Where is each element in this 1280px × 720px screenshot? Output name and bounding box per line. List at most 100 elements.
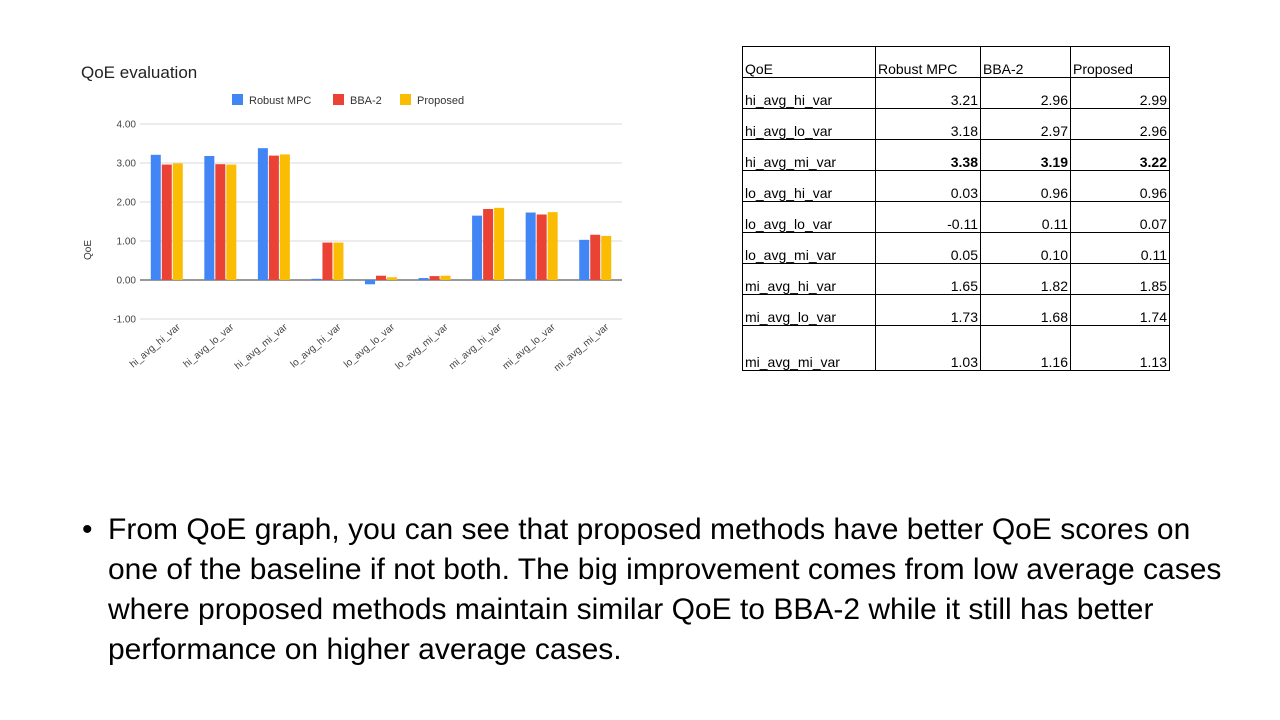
cell-robust-mpc: 3.21: [875, 77, 981, 109]
header-robust-mpc: Robust MPC: [875, 46, 981, 78]
row-label: hi_avg_lo_var: [742, 108, 876, 140]
x-tick-label: lo_avg_lo_var: [342, 321, 397, 370]
cell-robust-mpc: 3.38: [875, 139, 981, 171]
bar-bba-2-mi-avg-hi-var: [483, 209, 494, 280]
bar-bba-2-mi-avg-mi-var: [590, 234, 601, 280]
legend-label: BBA-2: [350, 95, 382, 107]
cell-robust-mpc: 1.03: [875, 325, 981, 371]
y-axis-ticks: 4.00 3.00 2.00 1.00 0.00 -1.00: [113, 120, 136, 326]
cell-proposed: 0.96: [1070, 170, 1170, 202]
row-label: lo_avg_mi_var: [742, 232, 876, 264]
y-tick-label: 2.00: [117, 198, 137, 209]
legend-swatch: [333, 94, 344, 105]
row-label: hi_avg_mi_var: [742, 139, 876, 171]
x-tick-label: hi_avg_lo_var: [181, 321, 236, 370]
y-tick-label: 0.00: [117, 276, 137, 287]
legend-label: Proposed: [417, 95, 464, 107]
row-label: mi_avg_hi_var: [742, 263, 876, 295]
cell-proposed: 0.11: [1070, 232, 1170, 264]
y-tick-label: 1.00: [117, 237, 137, 248]
bar-proposed-hi-avg-mi-var: [279, 154, 290, 280]
bar-proposed-mi-avg-mi-var: [601, 235, 612, 280]
header-bba-2: BBA-2: [980, 46, 1071, 78]
y-tick-label: -1.00: [113, 315, 136, 326]
bar-robust-mpc-lo-avg-hi-var: [311, 278, 322, 280]
cell-robust-mpc: 1.65: [875, 263, 981, 295]
row-label: hi_avg_hi_var: [742, 77, 876, 109]
table-header-row: QoE Robust MPC BBA-2 Proposed: [742, 46, 1170, 78]
qoe-bar-chart: QoE evaluation Robust MPC BBA-2 Proposed 4…: [81, 63, 622, 374]
bar-robust-mpc-lo-avg-lo-var: [365, 280, 375, 285]
cell-proposed: 1.74: [1070, 294, 1170, 326]
cell-proposed: 3.22: [1070, 139, 1170, 171]
x-tick-label: lo_avg_hi_var: [289, 321, 344, 370]
y-tick-label: 3.00: [117, 159, 137, 170]
chart-title: QoE evaluation: [81, 63, 197, 82]
cell-bba-2: 0.11: [980, 201, 1071, 233]
table-row: lo_avg_mi_var 0.05 0.10 0.11: [742, 232, 1170, 264]
bar-robust-mpc-hi-avg-mi-var: [257, 148, 268, 280]
bar-robust-mpc-hi-avg-hi-var: [150, 154, 161, 280]
cell-proposed: 2.99: [1070, 77, 1170, 109]
bar-bba-2-hi-avg-hi-var: [161, 164, 172, 280]
bar-robust-mpc-mi-avg-lo-var: [525, 212, 536, 280]
table-row: mi_avg_hi_var 1.65 1.82 1.85: [742, 263, 1170, 295]
chart-bars: [150, 148, 612, 285]
x-tick-label: mi_avg_mi_var: [552, 321, 612, 373]
table-row: mi_avg_lo_var 1.73 1.68 1.74: [742, 294, 1170, 326]
cell-proposed: 1.13: [1070, 325, 1170, 371]
cell-robust-mpc: -0.11: [875, 201, 981, 233]
bar-robust-mpc-lo-avg-mi-var: [418, 278, 429, 280]
bullet-symbol: •: [82, 513, 93, 546]
table-row: lo_avg_hi_var 0.03 0.96 0.96: [742, 170, 1170, 202]
cell-proposed: 1.85: [1070, 263, 1170, 295]
x-tick-label: hi_avg_mi_var: [233, 321, 290, 372]
table-row: hi_avg_lo_var 3.18 2.97 2.96: [742, 108, 1170, 140]
table-row: hi_avg_hi_var 3.21 2.96 2.99: [742, 77, 1170, 109]
cell-robust-mpc: 1.73: [875, 294, 981, 326]
y-axis-label: QoE: [83, 240, 94, 260]
row-label: mi_avg_mi_var: [742, 325, 876, 371]
bar-bba-2-hi-avg-mi-var: [268, 155, 279, 280]
bar-robust-mpc-mi-avg-mi-var: [579, 239, 590, 280]
bar-proposed-hi-avg-hi-var: [172, 163, 183, 280]
legend-label: Robust MPC: [249, 95, 311, 107]
cell-bba-2: 0.10: [980, 232, 1071, 264]
y-tick-label: 4.00: [117, 120, 137, 131]
cell-robust-mpc: 0.03: [875, 170, 981, 202]
bar-proposed-lo-avg-lo-var: [387, 277, 397, 280]
bullet-point: • From QoE graph, you can see that propo…: [82, 510, 1222, 670]
cell-bba-2: 1.68: [980, 294, 1071, 326]
legend-swatch: [400, 94, 411, 105]
cell-robust-mpc: 3.18: [875, 108, 981, 140]
table-row: mi_avg_mi_var 1.03 1.16 1.13: [742, 325, 1170, 371]
x-tick-label: lo_avg_mi_var: [394, 321, 451, 372]
bar-bba-2-lo-avg-hi-var: [322, 242, 333, 280]
bar-bba-2-lo-avg-lo-var: [376, 275, 386, 280]
bar-proposed-mi-avg-lo-var: [547, 212, 558, 280]
bar-proposed-hi-avg-lo-var: [226, 164, 237, 280]
bar-bba-2-lo-avg-mi-var: [429, 276, 440, 280]
bar-bba-2-mi-avg-lo-var: [536, 214, 547, 280]
cell-robust-mpc: 0.05: [875, 232, 981, 264]
row-label: mi_avg_lo_var: [742, 294, 876, 326]
x-axis-ticks: hi_avg_hi_varhi_avg_lo_varhi_avg_mi_varl…: [128, 321, 612, 373]
bar-robust-mpc-mi-avg-hi-var: [472, 215, 483, 280]
header-qoe: QoE: [742, 46, 876, 78]
cell-bba-2: 1.82: [980, 263, 1071, 295]
cell-bba-2: 2.97: [980, 108, 1071, 140]
x-tick-label: mi_avg_hi_var: [447, 321, 504, 372]
bar-robust-mpc-hi-avg-lo-var: [204, 155, 215, 280]
bullet-text: From QoE graph, you can see that propose…: [108, 513, 1222, 666]
cell-bba-2: 3.19: [980, 139, 1071, 171]
x-tick-label: hi_avg_hi_var: [128, 321, 183, 370]
cell-proposed: 2.96: [1070, 108, 1170, 140]
qoe-table: QoE Robust MPC BBA-2 Proposed hi_avg_hi_…: [742, 46, 1170, 371]
header-proposed: Proposed: [1070, 46, 1170, 78]
cell-bba-2: 1.16: [980, 325, 1071, 371]
table-row: hi_avg_mi_var 3.38 3.19 3.22: [742, 139, 1170, 171]
bar-proposed-mi-avg-hi-var: [494, 207, 505, 280]
bar-proposed-lo-avg-mi-var: [440, 275, 451, 280]
row-label: lo_avg_lo_var: [742, 201, 876, 233]
bar-proposed-lo-avg-hi-var: [333, 242, 344, 280]
